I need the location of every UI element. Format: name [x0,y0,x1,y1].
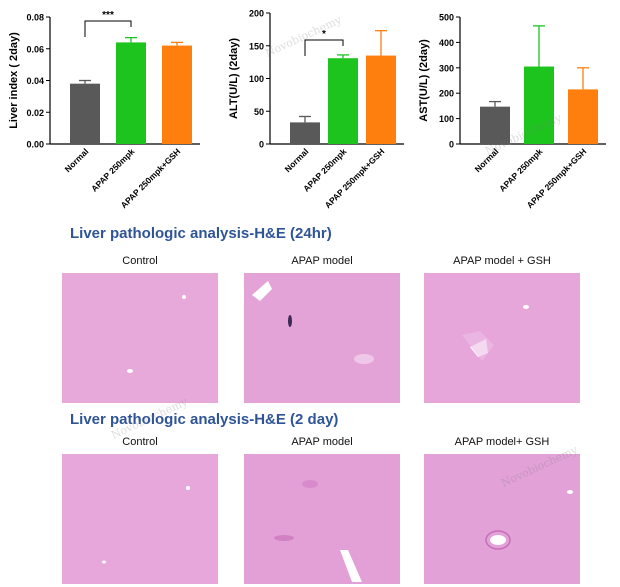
y-tick-label: 0.02 [26,108,44,118]
he-image-gsh-2day [424,454,580,584]
caption-apap-2day: APAP model [291,436,353,448]
bar [162,45,192,145]
x-tick-label: APAP 250mpk [89,146,136,193]
he-image-apap-24hr [244,273,400,403]
y-tick-label: 200 [439,89,454,99]
y-axis-title: AST(U/L) (2day) [418,39,430,122]
caption-apap-24hr: APAP model [291,255,353,267]
ast-chart: 0 100 200 300 400 500 AST(U/L) (2day) NormalAPA… [418,13,606,210]
y-axis-title: Liver index ( 2day) [8,32,20,129]
y-tick-label: 400 [439,38,454,48]
y-tick-label: 0 [259,140,264,150]
y-tick-label: 50 [254,107,264,117]
caption-control-24hr: Control [122,255,158,267]
significance-label: * [322,29,326,40]
section-title-24hr: Liver pathologic analysis-H&E (24hr) [70,225,332,242]
y-tick-label: 200 [249,9,264,19]
caption-control-2day: Control [122,436,158,448]
bar [70,83,100,144]
bar [524,66,554,144]
he-image-gsh-24hr [424,273,580,403]
bar [366,55,396,145]
y-tick-label: 0 [449,140,454,150]
significance-bracket [84,20,132,37]
liver-index-chart: 0.00 0.02 0.04 0.06 0.08 Liver index ( 2day) N… [8,10,200,210]
he-image-apap-2day [244,454,400,584]
bar [480,106,510,144]
bar [290,122,320,144]
y-tick-label: 100 [439,114,454,124]
significance-bracket [304,39,344,56]
y-tick-label: 150 [249,41,264,51]
bar [328,58,358,144]
x-tick-label: Normal [63,146,91,174]
y-axis-title: ALT(U/L) (2day) [228,38,240,119]
bar [568,89,598,144]
y-tick-label: 0.04 [26,76,44,86]
y-tick-label: 500 [439,13,454,23]
x-tick-label: Normal [283,146,311,174]
bar [116,42,146,144]
y-tick-label: 300 [439,63,454,73]
y-tick-label: 0.06 [26,44,44,54]
section-title-2day: Liver pathologic analysis-H&E (2 day) [70,411,339,428]
he-image-control-24hr [62,273,218,403]
y-tick-label: 0.08 [26,13,44,23]
he-image-control-2day [62,454,218,584]
significance-label: *** [102,10,114,21]
x-tick-label: Normal [473,146,501,174]
y-tick-label: 0.00 [26,140,44,150]
caption-gsh-24hr: APAP model + GSH [453,255,551,267]
y-tick-label: 100 [249,74,264,84]
x-tick-label: APAP 250mpk [497,146,544,193]
caption-gsh-2day: APAP model+ GSH [454,436,550,448]
